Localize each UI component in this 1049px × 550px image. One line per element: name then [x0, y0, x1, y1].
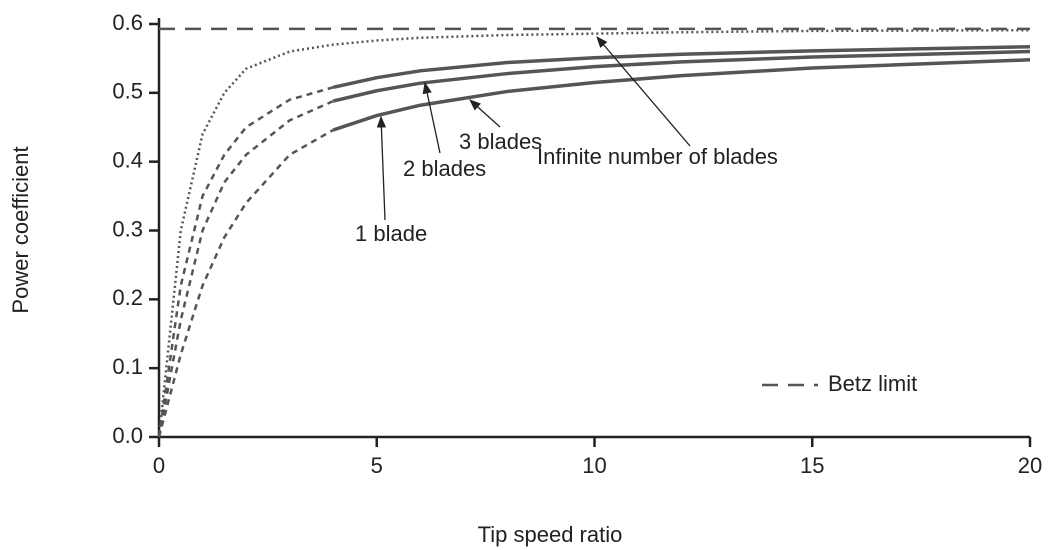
legend-label: Betz limit	[828, 371, 917, 396]
series-line	[157, 99, 334, 438]
x-tick-label: 0	[153, 453, 165, 478]
annotation-label: 2 blades	[403, 156, 486, 181]
series-line	[157, 86, 334, 438]
annotation-arrow	[469, 99, 501, 128]
x-tick-label: 15	[800, 453, 824, 478]
y-tick-label: 0.4	[112, 147, 143, 172]
x-tick-label: 10	[582, 453, 606, 478]
y-tick-label: 0.0	[112, 423, 143, 448]
y-tick-label: 0.6	[112, 10, 143, 35]
x-tick-label: 20	[1018, 453, 1042, 478]
series-line	[332, 58, 1031, 132]
series-line	[332, 44, 1031, 90]
annotation-label: Infinite number of blades	[537, 144, 778, 169]
annotation-arrow	[376, 115, 387, 221]
y-tick-label: 0.2	[112, 285, 143, 310]
series-line	[157, 128, 334, 438]
annotation-label: 3 blades	[459, 129, 542, 154]
y-tick-label: 0.5	[112, 79, 143, 104]
x-tick-label: 5	[371, 453, 383, 478]
annotation-label: 1 blade	[355, 221, 427, 246]
series-line	[157, 28, 1031, 438]
annotation-arrow	[422, 81, 441, 154]
series-line	[332, 49, 1031, 103]
x-axis-label: Tip speed ratio	[478, 522, 623, 547]
y-tick-label: 0.3	[112, 216, 143, 241]
y-tick-label: 0.1	[112, 354, 143, 379]
annotation-arrow	[596, 36, 691, 147]
y-axis-label: Power coefficient	[8, 146, 33, 313]
